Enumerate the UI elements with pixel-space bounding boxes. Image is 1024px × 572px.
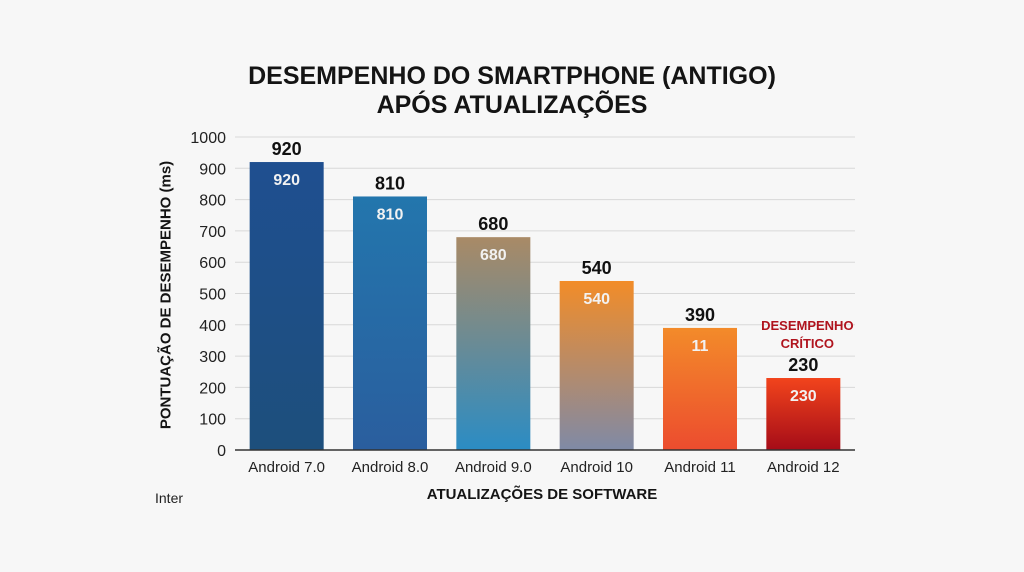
x-tick-label: Android 11 bbox=[664, 459, 735, 476]
x-axis-label: ATUALIZAÇÕES DE SOFTWARE bbox=[426, 486, 658, 503]
x-tick-label: Android 9.0 bbox=[455, 459, 532, 476]
y-tick-label: 300 bbox=[199, 349, 226, 366]
bar-value-label: 230 bbox=[788, 355, 818, 375]
y-tick-label: 800 bbox=[199, 193, 226, 210]
bar-inner-label: 680 bbox=[480, 247, 507, 264]
critical-annotation: CRÍTICO bbox=[781, 336, 834, 351]
y-tick-label: 200 bbox=[199, 380, 226, 397]
chart-title: DESEMPENHO DO SMARTPHONE (ANTIGO) APÓS A… bbox=[0, 62, 1024, 120]
bar-inner-label: 920 bbox=[273, 172, 300, 189]
y-tick-label: 100 bbox=[199, 412, 226, 429]
bar bbox=[456, 237, 531, 450]
chart-title-line-2: APÓS ATUALIZAÇÕES bbox=[376, 91, 648, 119]
chart-title-line-1: DESEMPENHO DO SMARTPHONE (ANTIGO) bbox=[248, 62, 776, 90]
y-tick-label: 500 bbox=[199, 287, 226, 304]
bar-inner-label: 11 bbox=[692, 338, 709, 355]
bar-inner-label: 540 bbox=[583, 291, 610, 308]
bar-inner-label: 810 bbox=[377, 206, 404, 223]
x-tick-label: Android 8.0 bbox=[352, 459, 429, 476]
bar bbox=[766, 378, 841, 450]
bar-value-label: 540 bbox=[582, 258, 612, 278]
footer-note: Inter bbox=[155, 490, 184, 506]
y-tick-label: 700 bbox=[199, 224, 226, 241]
critical-annotation: DESEMPENHO bbox=[761, 318, 853, 333]
bar-inner-label: 230 bbox=[790, 388, 817, 405]
y-tick-label: 400 bbox=[199, 318, 226, 335]
y-tick-label: 1000 bbox=[190, 130, 226, 147]
y-tick-label: 0 bbox=[217, 443, 226, 460]
bar bbox=[559, 280, 634, 450]
x-tick-label: Android 10 bbox=[560, 459, 633, 476]
bar bbox=[249, 162, 324, 451]
bar-value-label: 810 bbox=[375, 173, 405, 193]
bar bbox=[353, 196, 427, 450]
bar bbox=[663, 327, 737, 450]
bar-value-label: 920 bbox=[272, 139, 302, 159]
y-tick-label: 900 bbox=[199, 161, 226, 178]
y-tick-label: 600 bbox=[199, 255, 226, 272]
x-tick-label: Android 12 bbox=[767, 459, 840, 476]
x-tick-label: Android 7.0 bbox=[248, 459, 325, 476]
bar-value-label: 390 bbox=[685, 305, 715, 325]
bar-value-label: 680 bbox=[478, 214, 508, 234]
